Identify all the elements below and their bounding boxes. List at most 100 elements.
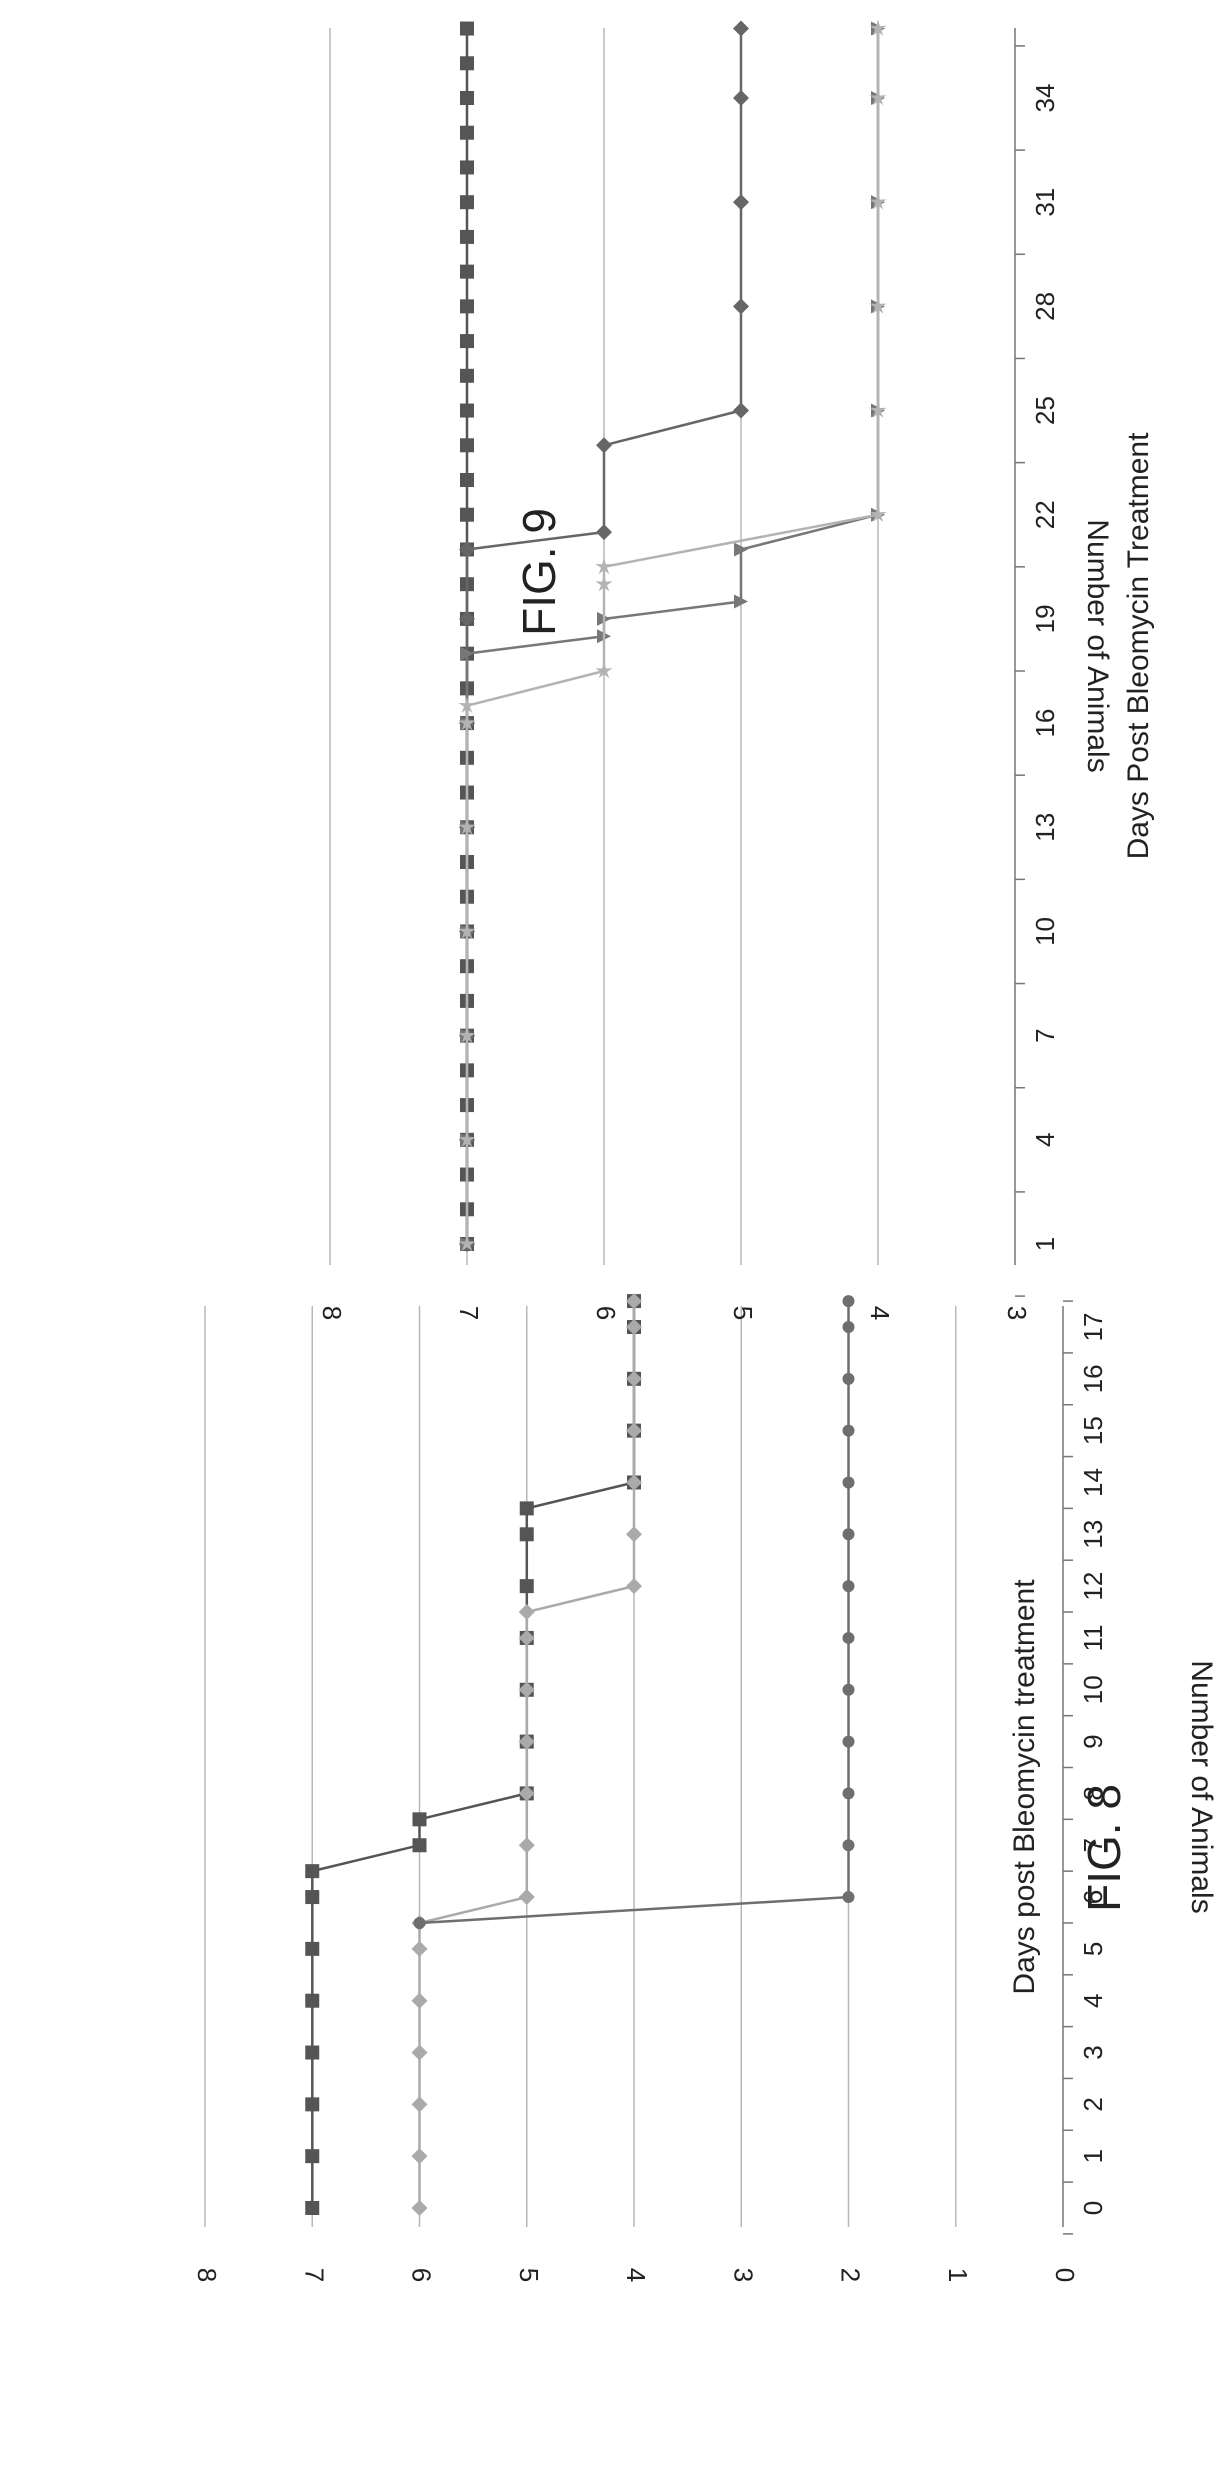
fig8-series-1-point <box>412 1838 427 1853</box>
fig9-title: FIG. 9 <box>513 508 565 636</box>
fig8-x-tick-label: 0 <box>1078 2201 1108 2215</box>
fig9-y-tick-label: 6 <box>591 1306 621 1320</box>
fig8-series-3-point <box>842 1839 855 1852</box>
fig9-x-tick-label: 28 <box>1030 292 1060 321</box>
fig9-chart: FIG. 9345678147101316192225283134Number … <box>317 19 1155 1320</box>
fig9-series-2-point <box>733 298 749 315</box>
fig9-x-tick-label: 16 <box>1030 709 1060 738</box>
fig8-series-2-point <box>626 1526 642 1543</box>
fig9-series-2-point <box>733 90 749 106</box>
fig8-x-tick-label: 7 <box>1078 1838 1108 1852</box>
fig8-series-1-point <box>305 2149 320 2164</box>
fig8-series-1-point <box>305 1941 320 1956</box>
fig8-series-1-point <box>519 1527 534 1542</box>
fig8-series-2-point <box>411 2148 428 2165</box>
fig9-y-tick-label: 4 <box>865 1306 895 1320</box>
fig9-series-1-point <box>460 334 474 349</box>
fig8-y-axis-label: Number of Animals <box>1185 1660 1218 1913</box>
fig8-series-2-point <box>411 1992 428 2009</box>
fig8-series-1-point <box>412 1812 427 1827</box>
fig9-series-4-point <box>869 89 887 106</box>
fig8-x-tick-label: 10 <box>1078 1675 1108 1704</box>
fig9-series-1-point <box>460 195 474 210</box>
fig9-series-4-point <box>869 505 887 522</box>
fig9-x-tick-label: 1 <box>1030 1237 1060 1251</box>
fig8-series-1-point <box>305 1993 320 2008</box>
fig9-series-2-point <box>733 402 749 419</box>
fig8-y-tick-label: 5 <box>514 2268 544 2282</box>
fig9-series-3-point <box>460 646 474 661</box>
fig8-series-1-point <box>305 1890 320 1905</box>
fig8-y-tick-label: 2 <box>836 2268 866 2282</box>
fig8-series-2-point <box>518 1785 535 1802</box>
fig9-series-1-point <box>460 21 474 36</box>
fig8-series-2-point <box>626 1319 642 1335</box>
fig9-x-tick-label: 25 <box>1030 396 1060 425</box>
fig9-series-1-point <box>460 264 474 279</box>
fig8-series-3-point <box>413 1916 426 1929</box>
fig9-series-4-point <box>869 297 887 314</box>
fig8-title: FIG. 8 <box>1078 1784 1130 1912</box>
fig9-x-tick-label: 4 <box>1030 1133 1060 1147</box>
fig8-x-tick-label: 4 <box>1078 1993 1108 2007</box>
fig8-x-tick-label: 6 <box>1078 1890 1108 1904</box>
fig8-series-3-point <box>842 1476 855 1489</box>
fig8-series-2-point <box>411 2096 428 2113</box>
fig8-series-3-point <box>842 1891 855 1904</box>
fig8-x-tick-label: 9 <box>1078 1734 1108 1748</box>
fig9-series-4-point <box>458 1026 476 1043</box>
fig9-series-1-point <box>460 438 474 453</box>
fig8-series-1-point <box>305 2045 320 2060</box>
fig8-y-tick-label: 6 <box>407 2268 437 2282</box>
fig8-x-axis-label: Days post Bleomycin treatment <box>1008 1579 1041 1995</box>
fig8-x-tick-label: 17 <box>1078 1313 1108 1342</box>
fig8-series-1-point <box>305 2201 320 2215</box>
fig9-x-tick-label: 13 <box>1030 813 1060 842</box>
fig9-y-tick-label: 3 <box>1002 1306 1032 1320</box>
fig9-x-tick-label: 34 <box>1030 84 1060 113</box>
fig8-x-tick-label: 8 <box>1078 1786 1108 1800</box>
fig9-series-4-line <box>465 28 880 1244</box>
fig9-x-tick-label: 31 <box>1030 188 1060 217</box>
fig8-series-3-point <box>842 1295 855 1308</box>
fig9-y-tick-label: 7 <box>454 1306 484 1320</box>
fig8-series-1-line <box>311 1301 636 2208</box>
fig9-series-4 <box>458 19 887 1252</box>
fig9-y-tick-label: 5 <box>728 1306 758 1320</box>
fig8-series-1-point <box>519 1501 534 1516</box>
fig8-series-2-point <box>626 1370 642 1387</box>
fig9-series-3-point <box>734 542 748 557</box>
fig9-series-1-point <box>460 403 474 418</box>
fig9-series-1-point <box>460 507 474 522</box>
fig9-series-2-point <box>733 20 749 37</box>
fig9-series-4-point <box>869 19 887 36</box>
fig9-series-4-point <box>458 1235 476 1252</box>
fig8-series-3-point <box>842 1321 855 1333</box>
fig8-chart: FIG. 80123456780123456789101112131415161… <box>192 1293 1218 2282</box>
fig9-series-1-point <box>460 473 474 487</box>
fig8-series-2-point <box>626 1293 642 1310</box>
fig9-series-2-point <box>459 610 475 627</box>
fig9-x-tick-label: 22 <box>1030 500 1060 529</box>
fig8-series-2-point <box>626 1422 642 1439</box>
fig8-series-2-point <box>411 2200 428 2216</box>
fig8-y-tick-label: 8 <box>192 2268 222 2282</box>
fig9-series-4-point <box>458 818 476 835</box>
fig8-x-tick-label: 3 <box>1078 2045 1108 2059</box>
fig9-series-1-point <box>460 91 474 105</box>
fig8-series-2-point <box>626 1474 642 1491</box>
fig8-series-2-point <box>518 1889 535 1906</box>
fig8-series-1-point <box>519 1579 534 1594</box>
fig9-series-2-point <box>596 437 612 454</box>
fig8-series-3 <box>413 1295 855 1929</box>
fig8-y-tick-label: 0 <box>1050 2268 1080 2282</box>
fig8-series-2-point <box>518 1629 535 1646</box>
fig9-series-4-point <box>458 922 476 939</box>
fig8-x-tick-label: 1 <box>1078 2149 1108 2163</box>
fig8-y-tick-label: 4 <box>621 2268 651 2282</box>
fig8-series-1-point <box>305 2097 320 2112</box>
fig9-series-3-point <box>734 594 748 609</box>
fig9-series-4-point <box>595 662 613 679</box>
